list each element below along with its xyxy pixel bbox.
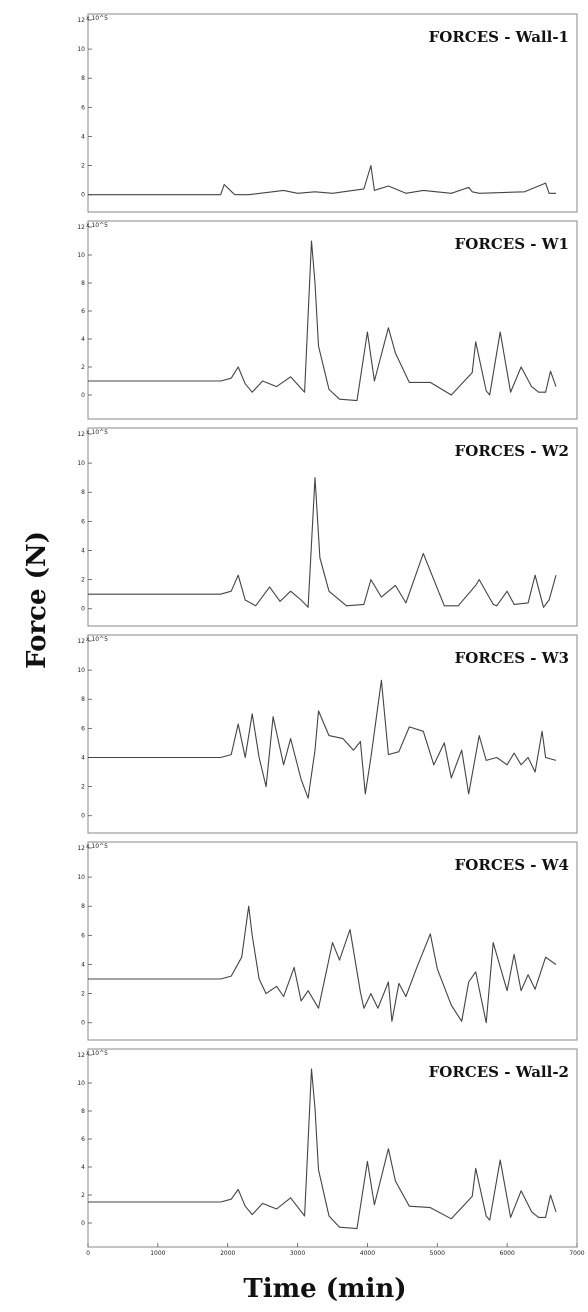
y-tick-label: 0 — [81, 1020, 85, 1027]
y-tick-label: 12 — [77, 224, 85, 231]
y-tick-label: 2 — [81, 163, 85, 170]
panel-title: FORCES - W1 — [455, 235, 569, 253]
y-tick-label: 6 — [81, 308, 85, 315]
y-tick-label: 12 — [77, 1052, 85, 1059]
panel-frame — [87, 427, 578, 627]
y-tick-label: 6 — [81, 104, 85, 111]
y-tick-label: 2 — [81, 1192, 85, 1199]
panel-frame — [87, 1048, 578, 1248]
x-axis-label: Time (min) — [243, 1274, 406, 1304]
panel-frame — [87, 841, 578, 1041]
y-tick-label: 10 — [77, 667, 85, 674]
panel-5: 0 2 4 6 8 10 12 x 10^5 FORCES - W4 — [77, 841, 578, 1041]
series-line — [88, 477, 557, 608]
y-tick-label: 8 — [81, 903, 85, 910]
y-tick-label: 4 — [81, 754, 85, 761]
x-tick-label: 4000 — [360, 1250, 375, 1257]
y-tick-label: 8 — [81, 75, 85, 82]
y-tick-label: 2 — [81, 364, 85, 371]
y-tick-label: 6 — [81, 725, 85, 732]
x-axis: 0 1000 2000 3000 4000 5000 6000 7000 — [86, 1243, 585, 1257]
y-tick-label: 4 — [81, 961, 85, 968]
series-line — [88, 240, 557, 402]
y-tick-label: 10 — [77, 874, 85, 881]
y-tick-label: 12 — [77, 638, 85, 645]
y-tick-label: 2 — [81, 991, 85, 998]
y-tick-label: 4 — [81, 133, 85, 140]
y-tick-label: 10 — [77, 460, 85, 467]
y-tick-label: 8 — [81, 280, 85, 287]
y-tick-label: 0 — [81, 1220, 85, 1227]
x-tick-label: 7000 — [569, 1250, 584, 1257]
x-tick-label: 5000 — [430, 1250, 445, 1257]
panel-6: 0 2 4 6 8 10 12 x 10^5 FORCES - Wall-2 — [77, 1048, 578, 1248]
y-exponent-label: x 10^5 — [86, 636, 108, 643]
y-tick-label: 6 — [81, 518, 85, 525]
y-tick-label: 4 — [81, 1164, 85, 1171]
panel-frame — [87, 634, 578, 834]
y-exponent-label: x 10^5 — [86, 843, 108, 850]
panel-title: FORCES - W3 — [455, 649, 569, 667]
y-axis-label: Force (N) — [22, 531, 52, 669]
panel-3: 0 2 4 6 8 10 12 x 10^5 FORCES - W2 — [77, 427, 578, 627]
y-tick-label: 0 — [81, 606, 85, 613]
x-tick-label: 3000 — [290, 1250, 305, 1257]
panel-title: FORCES - Wall-2 — [429, 1063, 569, 1081]
y-tick-label: 0 — [81, 392, 85, 399]
x-tick-label: 2000 — [220, 1250, 235, 1257]
y-tick-label: 12 — [77, 17, 85, 24]
y-tick-label: 0 — [81, 813, 85, 820]
y-tick-label: 4 — [81, 547, 85, 554]
y-exponent-label: x 10^5 — [86, 1050, 108, 1057]
y-tick-label: 8 — [81, 489, 85, 496]
y-tick-label: 6 — [81, 932, 85, 939]
series-line — [88, 165, 556, 196]
panel-title: FORCES - Wall-1 — [429, 28, 569, 46]
panel-2: 0 2 4 6 8 10 12 x 10^5 FORCES - W1 — [77, 220, 578, 420]
y-exponent-label: x 10^5 — [86, 15, 108, 22]
panel-title: FORCES - W4 — [455, 856, 569, 874]
y-tick-label: 8 — [81, 696, 85, 703]
y-tick-label: 6 — [81, 1136, 85, 1143]
y-tick-label: 2 — [81, 784, 85, 791]
x-tick-label: 6000 — [500, 1250, 515, 1257]
y-tick-label: 8 — [81, 1108, 85, 1115]
series-line — [88, 679, 557, 799]
panel-frame — [87, 220, 578, 420]
y-tick-label: 10 — [77, 46, 85, 53]
x-tick-label: 0 — [86, 1250, 90, 1257]
y-exponent-label: x 10^5 — [86, 429, 108, 436]
y-tick-label: 12 — [77, 431, 85, 438]
y-tick-label: 2 — [81, 577, 85, 584]
y-tick-label: 0 — [81, 192, 85, 199]
y-tick-label: 10 — [77, 1080, 85, 1087]
panel-title: FORCES - W2 — [455, 442, 569, 460]
series-line — [88, 1068, 557, 1230]
y-tick-label: 10 — [77, 252, 85, 259]
panel-frame — [87, 13, 578, 213]
y-tick-label: 12 — [77, 845, 85, 852]
series-line — [88, 905, 557, 1024]
panel-1: 0 2 4 6 8 10 12 x 10^5 FORCES - Wall-1 — [77, 13, 578, 213]
y-tick-label: 4 — [81, 336, 85, 343]
x-tick-label: 1000 — [150, 1250, 165, 1257]
y-exponent-label: x 10^5 — [86, 222, 108, 229]
panel-4: 0 2 4 6 8 10 12 x 10^5 FORCES - W3 — [77, 634, 578, 834]
